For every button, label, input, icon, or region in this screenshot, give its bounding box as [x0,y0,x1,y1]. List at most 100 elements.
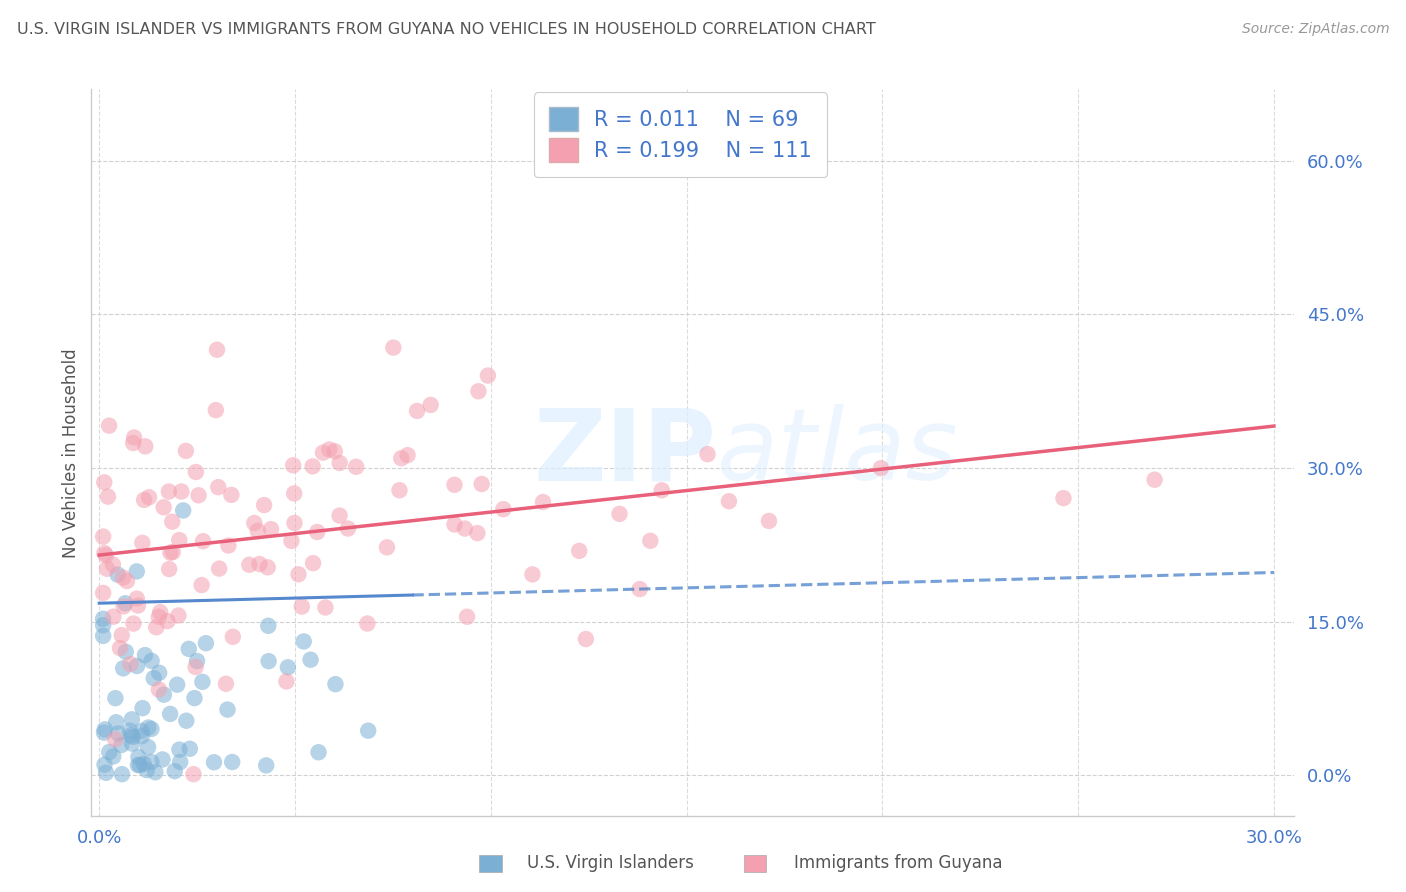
Text: ZIP: ZIP [534,404,717,501]
Point [477,368,499,383]
Point [103,609,125,624]
Point [208,561,231,575]
Point [323,444,346,458]
Point [94,765,117,780]
Point [91,612,114,626]
Text: Source: ZipAtlas.com: Source: ZipAtlas.com [1241,22,1389,37]
Point [114,645,136,659]
Bar [479,855,502,872]
Point [375,541,398,555]
Point [1143,473,1166,487]
Point [260,522,283,536]
Point [291,599,314,614]
Point [307,524,329,539]
Point [301,459,323,474]
Point [152,500,174,515]
Bar [744,855,766,872]
Point [134,648,156,662]
Point [169,742,191,756]
Point [135,763,157,777]
Point [136,740,159,755]
Point [191,674,214,689]
Point [202,756,225,770]
Point [243,516,266,530]
Point [162,515,184,529]
Point [122,436,145,450]
Point [103,749,125,764]
Point [104,691,127,706]
Point [141,722,163,736]
Point [105,715,128,730]
Point [357,723,380,738]
Point [166,678,188,692]
Point [157,562,180,576]
Point [159,706,181,721]
Point [287,567,309,582]
Text: Immigrants from Guyana: Immigrants from Guyana [794,855,1002,872]
Point [152,752,174,766]
Point [121,737,143,751]
Point [107,726,129,740]
Point [128,758,150,772]
Point [758,514,780,528]
Point [314,600,336,615]
Point [1052,491,1074,505]
Point [389,451,412,466]
Point [187,488,209,502]
Point [302,556,325,570]
Point [91,586,114,600]
Point [471,477,494,491]
Point [141,755,163,769]
Point [217,539,239,553]
Point [167,608,190,623]
Point [492,502,515,516]
Point [183,767,205,781]
Point [131,536,153,550]
Point [115,574,138,588]
Point [205,343,228,357]
Point [134,439,156,453]
Point [93,725,115,739]
Point [640,533,662,548]
Point [717,494,740,508]
Point [356,616,378,631]
Point [125,591,148,606]
Point [651,483,673,498]
Point [183,691,205,706]
Point [176,714,198,728]
Point [325,677,347,691]
Point [104,732,127,747]
Point [91,618,114,632]
Point [93,546,115,560]
Point [127,599,149,613]
Point [419,398,441,412]
Point [122,730,145,744]
Point [207,480,229,494]
Point [125,565,148,579]
Point [870,461,893,475]
Point [467,384,489,399]
Point [169,533,191,547]
Point [215,677,238,691]
Point [127,758,149,772]
Point [575,632,598,646]
Point [112,599,135,614]
Point [98,745,121,759]
Point [184,660,207,674]
Point [222,630,245,644]
Point [257,619,280,633]
Point [184,465,207,479]
Point [91,530,114,544]
Point [628,582,651,596]
Point [93,475,115,490]
Point [162,545,184,559]
Point [132,756,155,771]
Point [136,721,159,735]
Point [191,534,214,549]
Point [163,764,186,778]
Point [221,488,243,502]
Point [143,765,166,780]
Point [169,755,191,769]
Y-axis label: No Vehicles in Household: No Vehicles in Household [62,348,80,558]
Point [170,484,193,499]
